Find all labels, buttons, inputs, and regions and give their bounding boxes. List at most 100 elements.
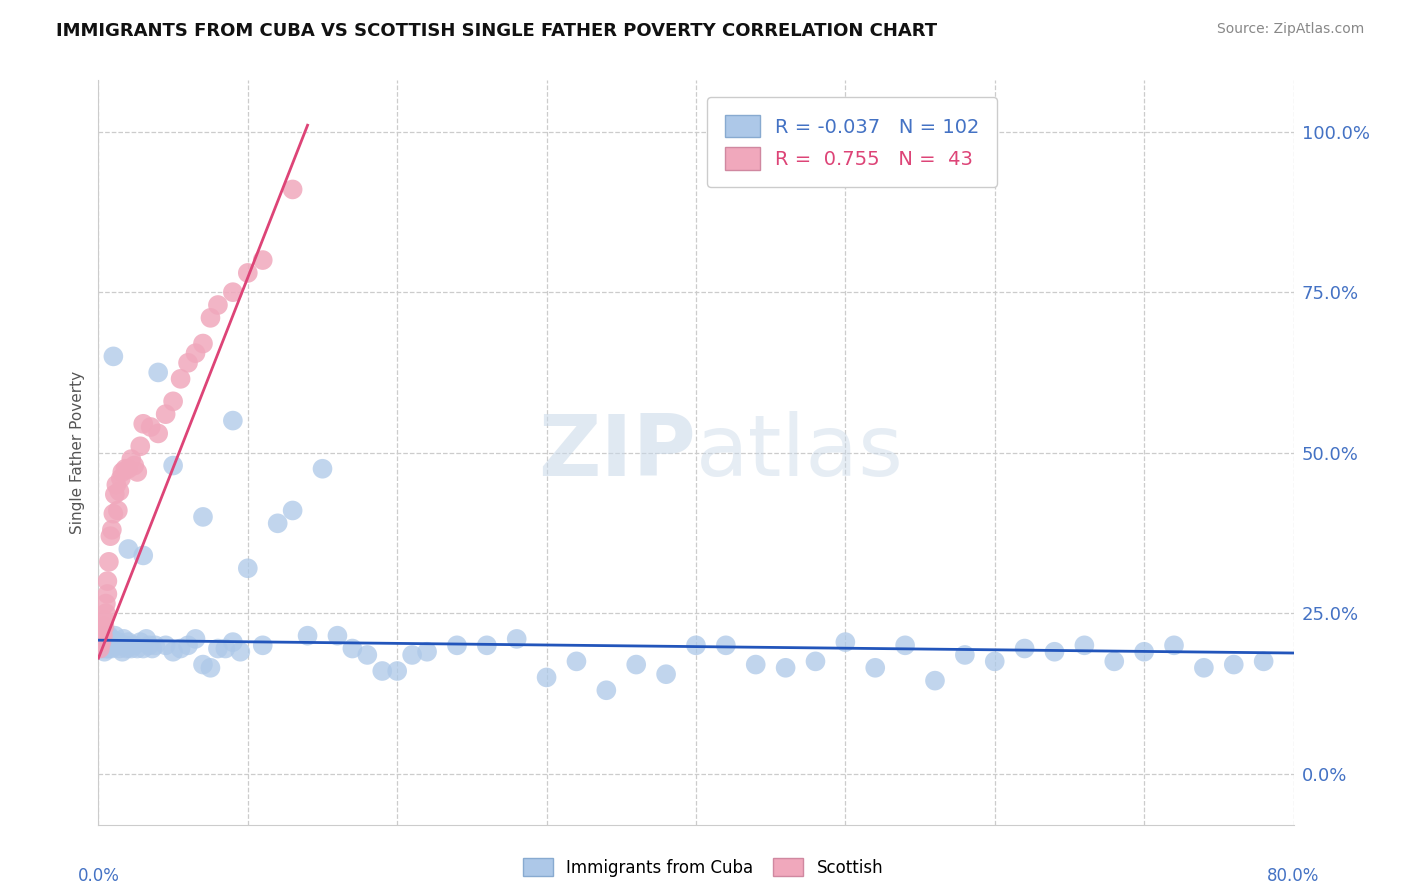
Point — [111, 465, 134, 479]
Point — [169, 372, 191, 386]
Point — [98, 632, 122, 646]
Point — [114, 461, 136, 475]
Point — [1014, 641, 1036, 656]
Point — [1133, 645, 1156, 659]
Point — [96, 574, 118, 588]
Point — [108, 484, 131, 499]
Point — [120, 452, 142, 467]
Point — [953, 648, 976, 662]
Point — [97, 555, 120, 569]
Point — [222, 414, 245, 428]
Point — [112, 632, 135, 646]
Point — [94, 641, 117, 656]
Point — [984, 654, 1007, 668]
Point — [129, 439, 152, 453]
Point — [124, 458, 146, 473]
Point — [107, 503, 129, 517]
Point — [93, 638, 115, 652]
Point — [93, 613, 115, 627]
Point — [385, 664, 409, 678]
Point — [506, 632, 529, 646]
Point — [110, 638, 132, 652]
Point — [93, 619, 115, 633]
Point — [229, 645, 252, 659]
Point — [105, 477, 128, 491]
Point — [98, 529, 122, 543]
Point — [281, 503, 304, 517]
Point — [94, 606, 117, 620]
Point — [169, 641, 191, 656]
Point — [236, 561, 259, 575]
Point — [714, 638, 737, 652]
Point — [685, 638, 707, 652]
Point — [252, 253, 274, 268]
Point — [222, 635, 245, 649]
Point — [191, 657, 214, 672]
Point — [401, 648, 423, 662]
Point — [104, 629, 127, 643]
Point — [162, 645, 184, 659]
Point — [115, 641, 138, 656]
Point — [267, 516, 290, 531]
Point — [94, 635, 117, 649]
Point — [94, 629, 117, 643]
Point — [475, 638, 498, 652]
Point — [104, 487, 127, 501]
Point — [96, 587, 118, 601]
Point — [200, 661, 222, 675]
Point — [155, 638, 177, 652]
Point — [565, 654, 588, 668]
Point — [117, 541, 139, 556]
Point — [103, 638, 125, 652]
Point — [139, 420, 162, 434]
Text: IMMIGRANTS FROM CUBA VS SCOTTISH SINGLE FATHER POVERTY CORRELATION CHART: IMMIGRANTS FROM CUBA VS SCOTTISH SINGLE … — [56, 22, 938, 40]
Point — [124, 638, 146, 652]
Point — [129, 635, 152, 649]
Point — [105, 638, 128, 652]
Point — [745, 657, 768, 672]
Point — [93, 632, 115, 646]
Point — [177, 356, 200, 370]
Point — [177, 638, 200, 652]
Point — [91, 641, 114, 656]
Point — [1253, 654, 1275, 668]
Point — [120, 641, 142, 656]
Point — [1104, 654, 1126, 668]
Point — [90, 635, 112, 649]
Point — [141, 641, 163, 656]
Point — [924, 673, 946, 688]
Point — [626, 657, 648, 672]
Point — [138, 638, 160, 652]
Point — [90, 638, 112, 652]
Text: 80.0%: 80.0% — [1267, 867, 1320, 885]
Point — [1073, 638, 1095, 652]
Point — [110, 471, 132, 485]
Point — [96, 641, 118, 656]
Point — [834, 635, 856, 649]
Point — [143, 638, 166, 652]
Text: 0.0%: 0.0% — [77, 867, 120, 885]
Point — [97, 629, 120, 643]
Point — [311, 461, 333, 475]
Point — [91, 622, 114, 636]
Point — [804, 654, 827, 668]
Point — [101, 632, 124, 646]
Point — [1192, 661, 1215, 675]
Point — [103, 350, 125, 364]
Point — [89, 641, 111, 656]
Point — [103, 635, 125, 649]
Point — [207, 641, 229, 656]
Point — [97, 641, 120, 656]
Point — [222, 285, 245, 300]
Point — [655, 667, 678, 681]
Point — [162, 458, 184, 473]
Point — [90, 629, 112, 643]
Point — [155, 407, 177, 421]
Point — [90, 632, 112, 646]
Point — [91, 635, 114, 649]
Point — [252, 638, 274, 652]
Text: ZIP: ZIP — [538, 411, 696, 494]
Point — [89, 641, 111, 656]
Point — [101, 523, 124, 537]
Point — [236, 266, 259, 280]
